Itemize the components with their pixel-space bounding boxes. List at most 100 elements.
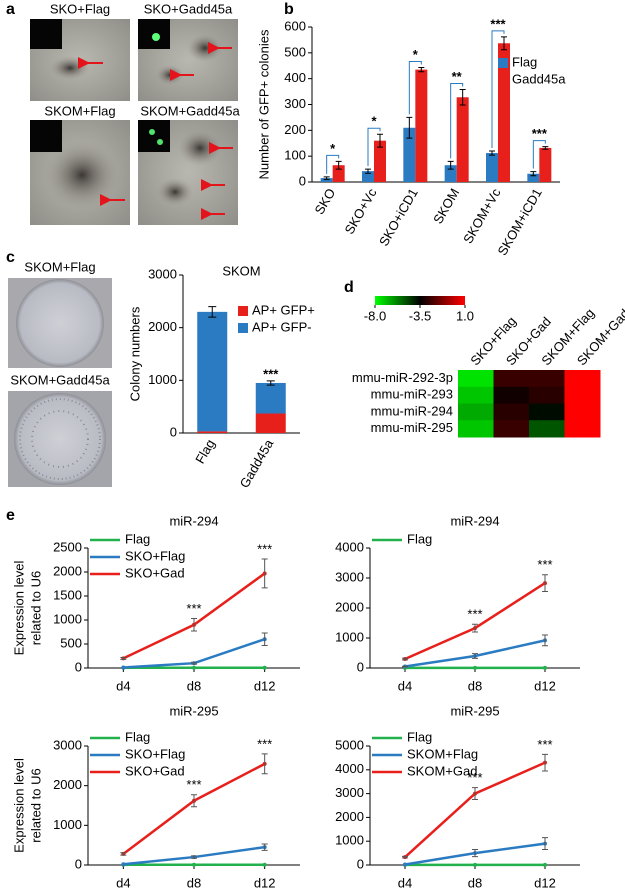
heatmap-cell bbox=[458, 420, 494, 438]
row-label: mmu-miR-295 bbox=[371, 420, 453, 435]
y-tick-label: 2000 bbox=[335, 809, 364, 824]
bar bbox=[539, 147, 552, 182]
error-bar bbox=[402, 855, 408, 859]
error-bar bbox=[261, 558, 268, 589]
legend-label: Flag bbox=[407, 729, 432, 744]
panel-label: c bbox=[6, 249, 15, 266]
point bbox=[121, 665, 126, 670]
significance: * bbox=[330, 141, 336, 156]
error-bar bbox=[365, 168, 371, 174]
significance: *** bbox=[532, 126, 548, 141]
bracket bbox=[408, 61, 422, 115]
image-caption: SKO+Flag bbox=[50, 1, 110, 16]
significance: *** bbox=[186, 777, 201, 792]
colorbar-tick-label: -8.0 bbox=[364, 308, 386, 323]
image-caption: SKO+Gadd45a bbox=[144, 1, 233, 16]
x-tick-label: d12 bbox=[254, 875, 276, 890]
y-tick-label: 0 bbox=[357, 856, 364, 871]
legend-label: Flag bbox=[125, 531, 150, 546]
x-tick-label: d8 bbox=[468, 875, 482, 890]
bar bbox=[362, 171, 374, 182]
panel-label: b bbox=[284, 1, 294, 18]
bar-segment bbox=[255, 413, 286, 433]
legend-label: Flag bbox=[407, 531, 432, 546]
y-tick-label: 2000 bbox=[148, 319, 177, 334]
error-bar bbox=[261, 753, 268, 775]
bracket bbox=[450, 83, 464, 159]
y-tick-label: 1000 bbox=[53, 817, 82, 832]
x-tick-label: SKO+iCD1 bbox=[376, 186, 421, 249]
x-tick-label: d12 bbox=[254, 678, 276, 693]
significance: *** bbox=[257, 736, 272, 751]
error-bar bbox=[542, 634, 548, 647]
heatmap-cell bbox=[529, 420, 565, 438]
x-tick-label: d8 bbox=[187, 678, 201, 693]
y-tick-label: 1500 bbox=[53, 587, 82, 602]
x-tick-label: d12 bbox=[534, 875, 556, 890]
row-label: mmu-miR-294 bbox=[371, 403, 453, 418]
chart-title: miR-295 bbox=[450, 703, 499, 718]
bracket bbox=[491, 30, 505, 148]
panel-label: e bbox=[6, 507, 15, 524]
heatmap-cell bbox=[529, 386, 565, 404]
dish-photos: SKOM+Flag SKOM+Gadd45a bbox=[8, 259, 112, 487]
error-bar bbox=[501, 36, 507, 51]
significance: *** bbox=[490, 16, 506, 31]
heatmap-cell bbox=[564, 370, 601, 388]
y-tick-label: 400 bbox=[284, 70, 306, 85]
heatmap-cell bbox=[493, 403, 530, 421]
dish-colonies bbox=[31, 410, 89, 468]
bar-segment bbox=[255, 382, 286, 414]
panel-label: d bbox=[344, 279, 354, 296]
y-axis-label: related to U6 bbox=[28, 571, 43, 645]
x-tick-label: d4 bbox=[398, 875, 412, 890]
x-tick-label: SKO+Vc bbox=[341, 185, 379, 236]
colony bbox=[157, 178, 193, 206]
chart-title: miR-294 bbox=[169, 513, 218, 528]
y-tick-label: 3000 bbox=[53, 737, 82, 752]
error-bar bbox=[377, 133, 383, 148]
heatmap-cell bbox=[529, 370, 565, 388]
point bbox=[543, 862, 547, 867]
error-bar bbox=[323, 176, 330, 180]
bar-segment bbox=[197, 311, 228, 432]
error-bar bbox=[418, 67, 425, 73]
error-bar bbox=[191, 794, 197, 808]
gfp-spot bbox=[152, 33, 160, 41]
y-tick-label: 100 bbox=[284, 148, 306, 163]
legend-swatch bbox=[238, 323, 248, 333]
bracket bbox=[326, 154, 340, 174]
heatmap-cell bbox=[493, 386, 530, 404]
bracket bbox=[367, 127, 381, 167]
error-bar bbox=[542, 146, 549, 150]
y-tick-label: 1000 bbox=[53, 611, 82, 626]
y-tick-label: 3000 bbox=[335, 569, 364, 584]
heatmap-cell bbox=[458, 386, 494, 404]
heatmap-cell bbox=[458, 403, 494, 421]
legend-label: Flag bbox=[512, 54, 537, 69]
error-bar bbox=[542, 753, 548, 772]
y-tick-label: 0 bbox=[357, 659, 364, 674]
legend-label: AP+ GFP- bbox=[252, 319, 312, 334]
error-bar bbox=[120, 656, 127, 660]
gfp-spot bbox=[149, 129, 155, 135]
significance: *** bbox=[186, 601, 201, 616]
error-bar bbox=[191, 661, 197, 665]
chart-title: miR-294 bbox=[450, 513, 499, 528]
y-tick-label: 2000 bbox=[335, 599, 364, 614]
legend-label: Flag bbox=[125, 729, 150, 744]
significance: *** bbox=[467, 770, 482, 785]
legend-label: AP+ GFP+ bbox=[252, 302, 315, 317]
significance: * bbox=[413, 47, 419, 62]
y-tick-label: 4000 bbox=[335, 761, 364, 776]
error-bar bbox=[472, 623, 478, 633]
bar bbox=[486, 153, 498, 182]
x-tick-label: Flag bbox=[192, 437, 218, 466]
y-axis-label: Number of GFP+ colonies bbox=[256, 29, 271, 179]
y-tick-label: 2000 bbox=[53, 777, 82, 792]
error-bar bbox=[406, 116, 413, 139]
error-bar bbox=[402, 665, 408, 668]
x-tick-label: SKOM+Vc bbox=[460, 185, 504, 246]
y-tick-label: 0 bbox=[75, 659, 82, 674]
legend-swatch bbox=[498, 58, 508, 68]
